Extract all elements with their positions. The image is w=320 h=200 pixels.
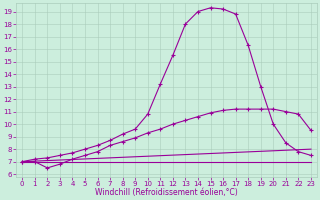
X-axis label: Windchill (Refroidissement éolien,°C): Windchill (Refroidissement éolien,°C) xyxy=(95,188,238,197)
